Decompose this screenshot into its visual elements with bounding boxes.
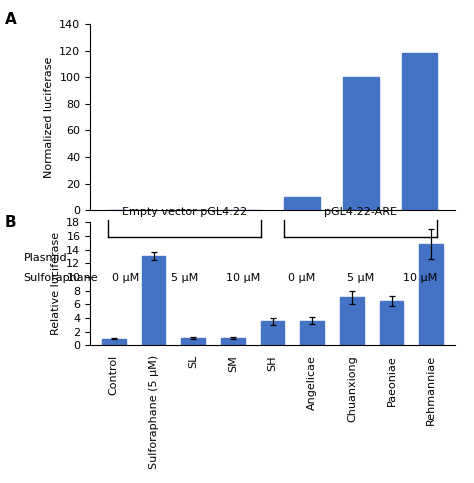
Text: Plasmid: Plasmid — [24, 254, 67, 263]
Text: 0 μM: 0 μM — [112, 273, 139, 283]
Text: pGL4.22-ARE: pGL4.22-ARE — [324, 207, 397, 217]
Bar — [340, 298, 364, 345]
Text: 10 μM: 10 μM — [402, 273, 437, 283]
Bar — [181, 338, 205, 345]
Bar — [301, 321, 324, 345]
Bar — [102, 339, 126, 345]
Text: 0 μM: 0 μM — [288, 273, 316, 283]
Bar — [402, 54, 438, 210]
Bar — [284, 197, 319, 210]
Bar — [419, 244, 443, 345]
Text: 5 μM: 5 μM — [171, 273, 198, 283]
Text: B: B — [5, 215, 17, 230]
Text: 5 μM: 5 μM — [347, 273, 374, 283]
Bar — [261, 321, 284, 345]
Y-axis label: Relative luciferase: Relative luciferase — [51, 232, 61, 335]
Bar — [380, 301, 403, 345]
Bar — [142, 256, 165, 345]
Bar — [343, 77, 379, 210]
Text: 10 μM: 10 μM — [226, 273, 260, 283]
Y-axis label: Normalized luciferase: Normalized luciferase — [44, 57, 54, 178]
Text: Sulforaphane: Sulforaphane — [24, 273, 98, 283]
Text: Empty vector pGL4.22: Empty vector pGL4.22 — [122, 207, 247, 217]
Text: A: A — [5, 12, 17, 27]
Bar — [221, 338, 245, 345]
